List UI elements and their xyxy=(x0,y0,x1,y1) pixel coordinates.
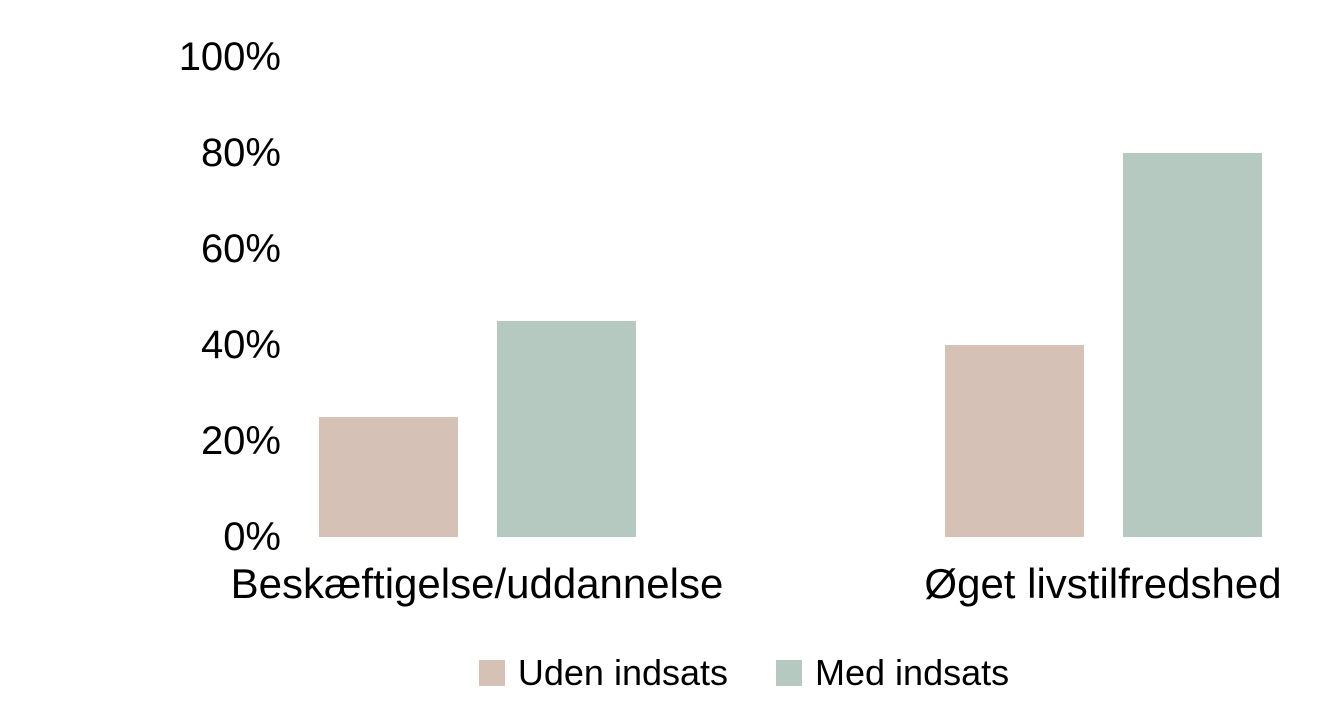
y-tick-label: 100% xyxy=(178,35,281,79)
y-tick-label: 60% xyxy=(200,227,281,271)
y-tick-label: 0% xyxy=(223,515,281,559)
x-category-label: Øget livstilfredshed xyxy=(924,560,1282,607)
bar xyxy=(1122,153,1262,537)
y-tick-label: 40% xyxy=(200,323,281,367)
y-tick-label: 20% xyxy=(200,419,281,463)
legend-label: Med indsats xyxy=(815,652,1010,693)
legend: Uden indsats Med indsats xyxy=(160,652,1328,694)
legend-item: Med indsats xyxy=(776,652,1009,694)
bar xyxy=(496,321,636,537)
legend-label: Uden indsats xyxy=(517,652,729,693)
x-category-label: Beskæftigelse/uddannelse xyxy=(230,560,724,607)
bar xyxy=(944,345,1084,537)
legend-item: Uden indsats xyxy=(478,652,729,694)
legend-swatch-icon xyxy=(776,660,803,686)
legend-swatch-icon xyxy=(478,660,505,686)
y-tick-label: 80% xyxy=(200,131,281,175)
bar xyxy=(318,417,458,537)
